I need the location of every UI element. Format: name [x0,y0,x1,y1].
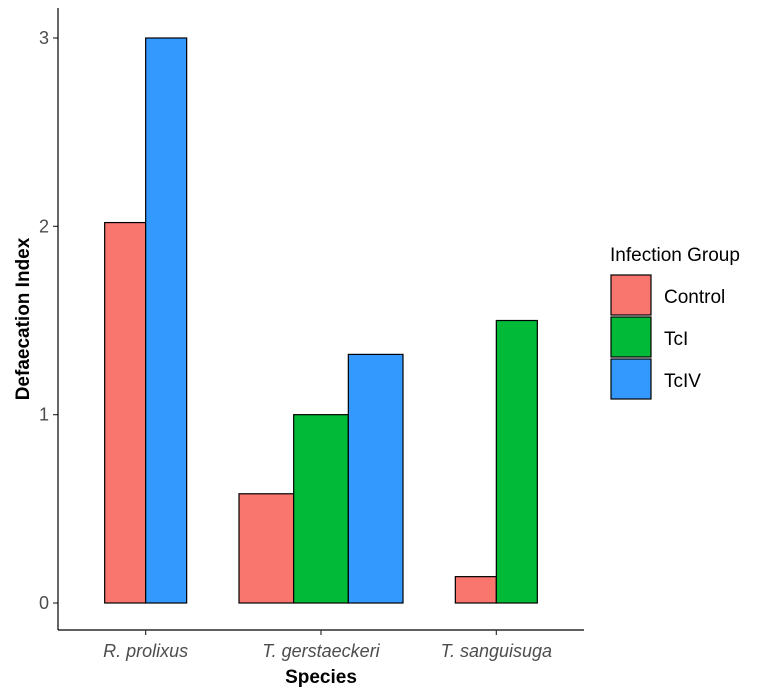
legend-label: TcI [664,329,688,350]
bar-control [238,493,295,604]
y-tick-label: 3 [39,28,49,48]
y-tick-label: 2 [39,216,49,236]
legend-key-tci [610,316,652,358]
x-tick-label: T. gerstaeckeri [262,641,380,661]
x-axis-title: Species [285,667,357,688]
legend-label: TcIV [664,371,701,392]
y-tick-label: 1 [39,405,49,425]
legend-key-control [610,274,652,316]
x-axis-ticks: R. prolixus T. gerstaeckeri T. sanguisuga [103,630,552,661]
legend-key-tciv [610,358,652,400]
bars-layer [104,37,538,604]
legend: Infection Group Control TcI TcIV [610,245,740,400]
y-axis-title: Defaecation Index [13,237,34,400]
x-tick-label: R. prolixus [103,641,188,661]
bar-control [454,576,497,604]
bar-control [104,221,147,604]
legend-label: Control [664,287,725,308]
bar-tci [495,319,538,604]
bar-tci [293,414,349,604]
y-tick-label: 0 [39,593,49,613]
bar-tciv [145,37,188,604]
legend-title: Infection Group [610,245,740,266]
x-tick-label: T. sanguisuga [441,641,552,661]
bar-tciv [347,353,404,604]
y-axis-ticks: 0 1 2 3 [39,28,58,613]
